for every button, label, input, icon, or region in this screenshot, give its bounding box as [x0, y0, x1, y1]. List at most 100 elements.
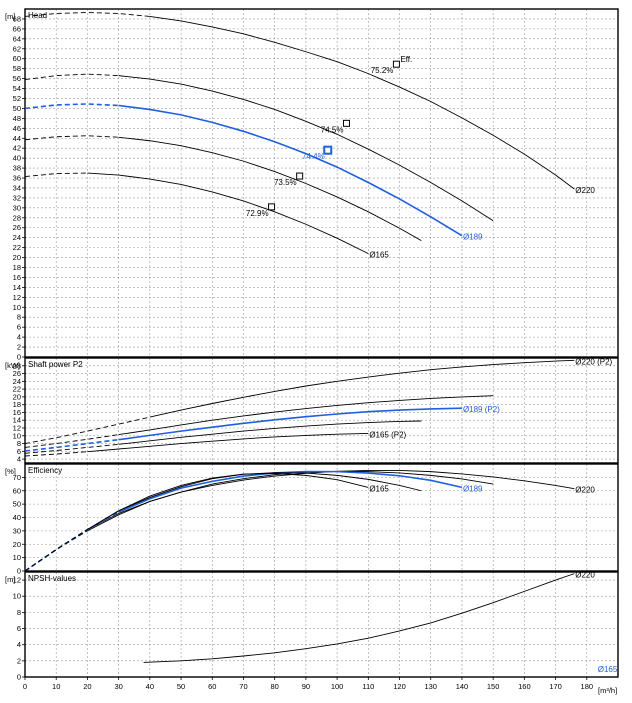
head-ytick-label: 18 — [13, 263, 21, 272]
head-ytick-label: 34 — [13, 183, 21, 192]
shaft-power-p2-curve-dashed — [24, 451, 88, 457]
npsh-values-ytick-label: 0 — [17, 673, 21, 682]
x-tick-label: 80 — [271, 682, 279, 691]
efficiency-ytick-label: 30 — [13, 526, 21, 535]
head-ytick-label: 2 — [17, 343, 21, 352]
head-unit: [m] — [5, 12, 15, 21]
head-ytick-label: 46 — [13, 124, 21, 133]
shaft-power-p2-ytick-label: 14 — [13, 416, 21, 425]
head-ytick-label: 42 — [13, 144, 21, 153]
efficiency-ytick-label: 40 — [13, 513, 21, 522]
efficiency-series-label: Ø220 — [575, 486, 595, 495]
efficiency-marker-label: 73.5% — [274, 178, 297, 187]
efficiency-curve — [87, 473, 369, 530]
head-ytick-label: 58 — [13, 64, 21, 73]
head-ytick-label: 8 — [17, 313, 21, 322]
shaft-power-p2-unit: [kW] — [5, 361, 20, 370]
npsh-values-extra-label: Ø165 — [598, 665, 618, 674]
shaft-power-p2-frame — [24, 357, 619, 464]
efficiency-curve — [118, 470, 463, 513]
efficiency-title: Efficiency — [28, 466, 62, 475]
npsh-values-series-label: Ø220 — [575, 571, 595, 580]
x-tick-label: 130 — [424, 682, 437, 691]
npsh-values-ytick-label: 2 — [17, 656, 21, 665]
head-ytick-label: 50 — [13, 104, 21, 113]
efficiency-series-label: Ø165 — [369, 484, 389, 493]
efficiency-marker-label: 72.9% — [246, 209, 269, 218]
head-ytick-label: 48 — [13, 114, 21, 123]
shaft-power-p2-title: Shaft power P2 — [28, 360, 83, 369]
head-ytick-label: 44 — [13, 134, 21, 143]
head-ytick-label: 12 — [13, 293, 21, 302]
head-curve-dashed — [24, 12, 150, 17]
x-tick-label: 90 — [302, 682, 310, 691]
npsh-values-ytick-label: 10 — [13, 592, 21, 601]
efficiency-marker — [323, 145, 333, 155]
shaft-power-p2-curve — [87, 432, 369, 453]
x-tick-label: 180 — [581, 682, 594, 691]
shaft-power-p2-ytick-label: 26 — [13, 369, 21, 378]
head-ytick-label: 54 — [13, 84, 21, 93]
head-series-label: Ø220 — [575, 186, 595, 195]
efficiency-marker — [268, 203, 276, 211]
shaft-power-p2-ytick-label: 28 — [13, 361, 21, 370]
efficiency-curve-dashed — [24, 529, 88, 572]
efficiency-marker-tag: Eff. — [400, 55, 412, 64]
head-ytick-label: 22 — [13, 243, 21, 252]
x-tick-label: 140 — [456, 682, 469, 691]
head-ytick-label: 32 — [13, 193, 21, 202]
head-ytick-label: 38 — [13, 164, 21, 173]
efficiency-ytick-label: 0 — [17, 567, 21, 576]
x-tick-label: 70 — [239, 682, 247, 691]
head-curve — [118, 136, 422, 242]
npsh-values-frame — [24, 571, 619, 678]
x-tick-label: 40 — [146, 682, 154, 691]
head-ytick-label: 20 — [13, 253, 21, 262]
efficiency-unit: [%] — [5, 467, 16, 476]
head-curve — [118, 75, 494, 222]
shaft-power-p2-series-label: Ø189 (P2) — [463, 405, 500, 414]
shaft-power-p2-ytick-label: 18 — [13, 400, 21, 409]
head-ytick-label: 64 — [13, 34, 21, 43]
head-ytick-label: 62 — [13, 44, 21, 53]
npsh-values-curve — [143, 573, 575, 663]
shaft-power-p2-curve-dashed — [24, 416, 150, 444]
shaft-power-p2-ytick-label: 6 — [17, 447, 21, 456]
head-ytick-label: 40 — [13, 154, 21, 163]
head-ytick-label: 16 — [13, 273, 21, 282]
head-series-label: Ø189 — [463, 233, 483, 242]
shaft-power-p2-curve — [118, 395, 494, 436]
shaft-power-p2-ytick-label: 8 — [17, 439, 21, 448]
x-tick-label: 20 — [83, 682, 91, 691]
shaft-power-p2-ytick-label: 24 — [13, 377, 21, 386]
efficiency-marker-label: 75.2% — [371, 66, 394, 75]
head-ytick-label: 68 — [13, 14, 21, 23]
shaft-power-p2-ytick-label: 10 — [13, 431, 21, 440]
efficiency-series-label: Ø189 — [463, 484, 483, 493]
head-curve-dashed — [24, 172, 88, 177]
shaft-power-p2-curve — [118, 407, 462, 441]
x-tick-label: 170 — [549, 682, 562, 691]
head-ytick-label: 60 — [13, 54, 21, 63]
head-ytick-label: 26 — [13, 223, 21, 232]
npsh-values-unit: [m] — [5, 575, 15, 584]
x-tick-label: 0 — [23, 682, 27, 691]
head-ytick-label: 24 — [13, 233, 21, 242]
head-ytick-label: 6 — [17, 323, 21, 332]
head-ytick-label: 36 — [13, 174, 21, 183]
efficiency-curve — [87, 470, 494, 532]
x-tick-label: 100 — [331, 682, 344, 691]
npsh-values-title: NPSH-values — [28, 574, 76, 583]
efficiency-marker — [342, 119, 350, 127]
x-tick-label: 110 — [362, 682, 374, 691]
head-curve — [87, 172, 369, 254]
head-ytick-label: 4 — [17, 333, 21, 342]
x-tick-label: 50 — [177, 682, 185, 691]
head-curve — [118, 104, 463, 237]
head-ytick-label: 56 — [13, 74, 21, 83]
shaft-power-p2-curve — [149, 359, 575, 418]
x-tick-label: 60 — [208, 682, 216, 691]
